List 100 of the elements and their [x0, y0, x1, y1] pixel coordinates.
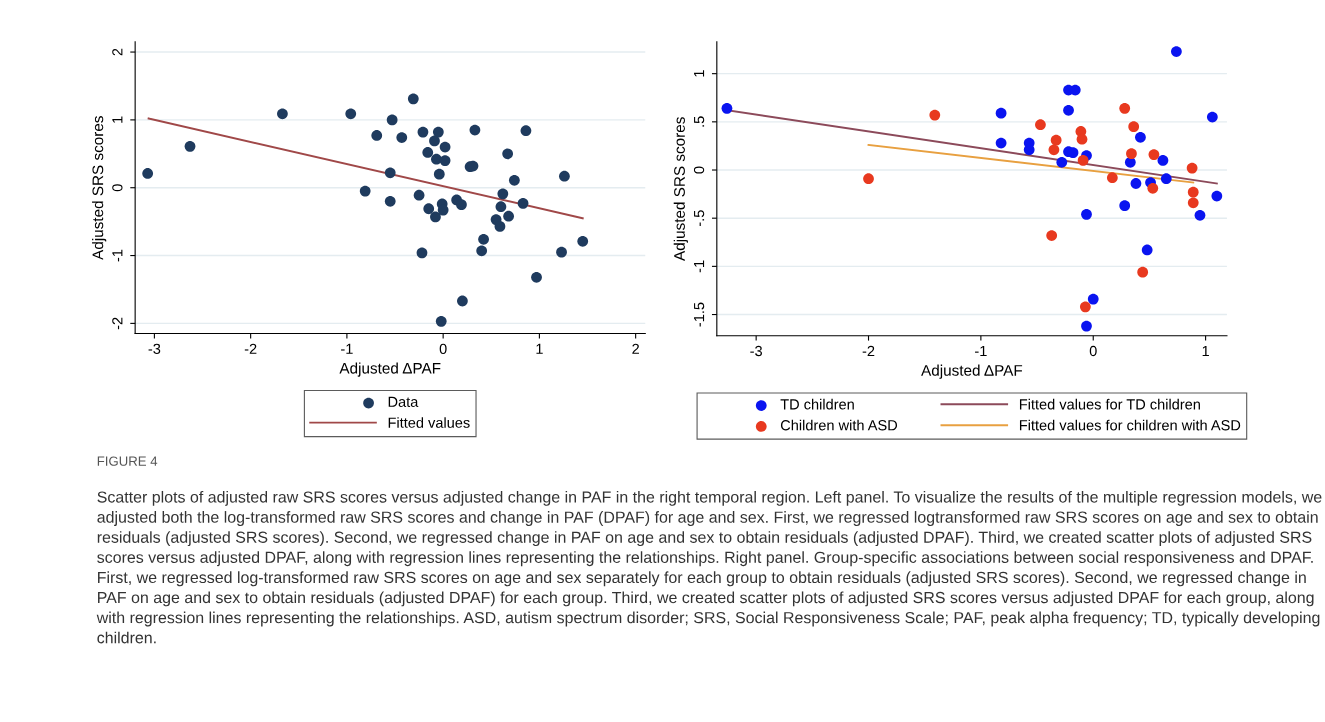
- point: [1187, 186, 1199, 198]
- point: [1119, 102, 1131, 114]
- x-tick-label: 0: [1089, 345, 1097, 357]
- point: [439, 141, 451, 153]
- text: Scatter plots of adjusted raw SRS scores versus adjusted change in PAF in the right temporal region. Left panel. To visualize the results of the multiple regression models, we adjusted both the log-transformed raw SRS scores and change in PAF (DPAF) for age and sex. First, we regressed logtransformed raw SRS scores on age and sex to obtain residuals (adjusted SRS scores). Second, we regressed change in PAF on age and sex to obtain residuals (adjusted DPAF). Third, we created scatter plots of adjusted SRS scores versus adjusted DPAF, along with regression lines representing the relationships. Right panel. Group-specific associations between social responsiveness and DPAF. First, we regressed log-transformed raw SRS scores on age and sex separately for each group to obtain residuals (adjusted SRS scores). Second, we regressed change in PAF on age and sex to obtain residuals (adjusted DPAF) for each group. Third, we created scatter plots of adjusted SRS scores versus adjusted DPAF for each group, along with regression lines representing the relationships. ASD, autism spectrum disorder; SRS, Social Responsiveness Scale; PAF, peak alpha frequency; TD, typically developing children.: [96, 490, 1322, 644]
- x-tick-label: -2: [862, 345, 875, 357]
- y-axis-title: Adjusted SRS scores: [92, 116, 107, 260]
- point: [384, 195, 396, 207]
- point: [413, 189, 425, 201]
- x-tick-label: -1: [341, 343, 353, 354]
- point: [721, 102, 733, 114]
- x-tick-label: 2: [632, 343, 639, 354]
- point: [433, 168, 445, 180]
- point: [863, 173, 874, 185]
- point: [495, 201, 507, 213]
- point: [556, 246, 567, 258]
- point: [929, 109, 941, 121]
- point: [386, 114, 398, 126]
- x-tick-label: 0: [439, 343, 447, 354]
- x-axis-title: Adjusted ΔPAF: [921, 364, 1023, 379]
- point: [1147, 182, 1159, 194]
- y-tick-label: 1: [694, 70, 705, 77]
- y-tick-label: .5: [694, 116, 705, 127]
- point: [1077, 155, 1089, 166]
- point: [1141, 244, 1153, 256]
- y-tick-label: -2: [112, 317, 123, 330]
- point: [429, 135, 440, 147]
- point: [277, 108, 288, 120]
- legend-label: Fitted values for TD children: [1019, 398, 1200, 410]
- point: [1048, 144, 1060, 156]
- point: [1063, 104, 1074, 116]
- point: [1106, 172, 1118, 184]
- point: [407, 93, 419, 105]
- point: [184, 140, 196, 152]
- point: [396, 132, 408, 143]
- y-tick-label: 0: [693, 166, 705, 174]
- point: [359, 185, 371, 197]
- point: [476, 245, 488, 257]
- y-tick-label: -1.5: [694, 302, 705, 327]
- y-tick-label: -.5: [694, 210, 705, 227]
- point: [1135, 131, 1146, 143]
- point: [371, 130, 383, 141]
- legend-label: TD children: [780, 398, 854, 410]
- point: [416, 247, 428, 259]
- point: [509, 174, 520, 186]
- y-tick-label: 1: [112, 116, 123, 123]
- caption: FIGURE 4: [97, 456, 158, 466]
- point: [422, 147, 434, 158]
- y-tick-label: 0: [112, 184, 123, 192]
- x-tick-label: -3: [148, 343, 161, 354]
- point: [469, 124, 481, 136]
- point: [456, 199, 467, 211]
- point: [417, 126, 429, 138]
- point: [1056, 156, 1068, 168]
- point: [520, 125, 532, 137]
- point: [1046, 230, 1058, 241]
- point: [1148, 149, 1160, 160]
- point: [531, 271, 542, 283]
- point: [1087, 293, 1099, 305]
- point: [478, 233, 489, 245]
- point: [1035, 119, 1046, 131]
- y-tick-label: -1: [694, 260, 705, 273]
- point: [1081, 208, 1092, 220]
- point: [503, 210, 514, 222]
- x-tick-label: -2: [244, 343, 257, 354]
- point: [1160, 173, 1172, 185]
- point: [430, 211, 441, 223]
- y-axis-title: Adjusted SRS scores: [673, 117, 688, 261]
- point: [1137, 266, 1149, 278]
- point: [494, 221, 506, 232]
- point: [457, 295, 468, 307]
- legend-label: Fitted values: [388, 417, 470, 428]
- x-tick-label: -1: [975, 345, 987, 357]
- point: [1128, 121, 1140, 133]
- point: [1081, 320, 1092, 332]
- x-axis-title: Adjusted ΔPAF: [339, 362, 441, 377]
- legend-label: Data: [388, 396, 419, 407]
- point: [1157, 155, 1169, 166]
- point: [559, 170, 570, 182]
- point: [1171, 46, 1182, 57]
- point: [577, 235, 589, 247]
- point: [1124, 156, 1136, 168]
- point: [384, 167, 396, 179]
- y-tick-label: -1: [112, 249, 123, 262]
- point: [995, 137, 1007, 149]
- point: [345, 108, 357, 120]
- point: [497, 188, 509, 200]
- legend-label: Fitted values for children with ASD: [1019, 419, 1241, 431]
- point: [1194, 209, 1206, 221]
- point: [1206, 111, 1218, 123]
- x-tick-label: 1: [1202, 345, 1209, 357]
- point: [1211, 190, 1223, 202]
- point: [1130, 178, 1142, 189]
- point: [435, 315, 447, 327]
- point: [1126, 148, 1137, 160]
- point: [1119, 200, 1131, 212]
- point: [1187, 197, 1199, 209]
- x-tick-label: 1: [536, 343, 543, 354]
- y-tick-label: 2: [112, 48, 123, 56]
- point: [142, 168, 154, 179]
